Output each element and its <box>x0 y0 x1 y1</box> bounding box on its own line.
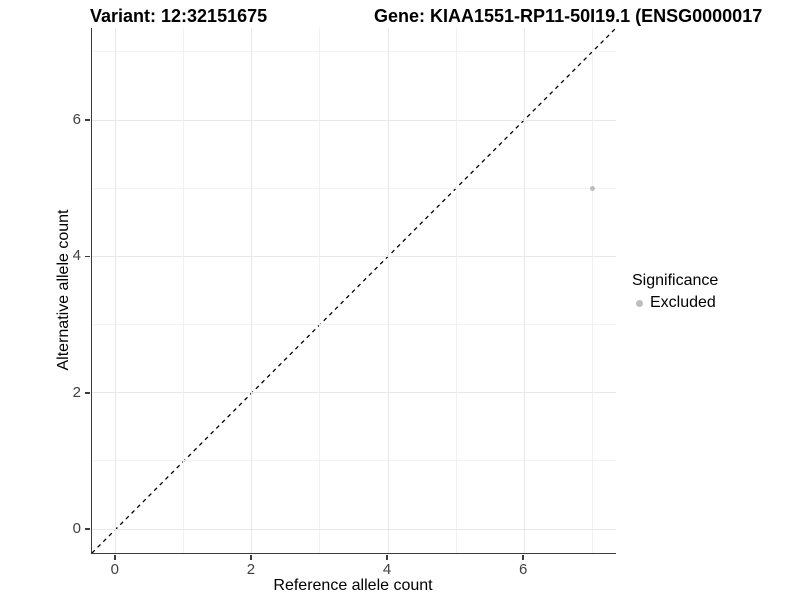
gridline-x-major <box>387 28 389 553</box>
x-tick-mark <box>386 554 388 560</box>
x-tick-label: 4 <box>382 561 392 578</box>
y-tick-mark <box>84 119 90 121</box>
gridline-x-minor <box>591 28 593 553</box>
y-axis-title: Alternative allele count <box>55 209 72 371</box>
gridline-y-major <box>92 528 616 530</box>
gridline-y-major <box>92 119 616 121</box>
gridline-y-minor <box>92 324 616 326</box>
legend-item-label: Excluded <box>650 294 716 311</box>
y-tick-label: 2 <box>72 383 81 401</box>
x-axis-title: Reference allele count <box>273 577 433 594</box>
gridline-y-minor <box>92 187 616 189</box>
gridline-y-minor <box>92 460 616 462</box>
plot-panel <box>91 27 617 554</box>
x-tick-label: 2 <box>246 561 256 578</box>
x-tick-mark <box>250 554 252 560</box>
y-tick-mark <box>84 528 90 530</box>
gene-title: Gene: KIAA1551-RP11-50I19.1 (ENSG0000017 <box>374 6 763 26</box>
legend-item: Excluded <box>632 294 718 312</box>
legend-key-dot <box>636 299 643 307</box>
legend: Significance Excluded <box>632 272 718 312</box>
legend-items: Excluded <box>632 294 718 312</box>
gridline-x-major <box>115 28 117 553</box>
variant-title: Variant: 12:32151675 <box>90 6 268 26</box>
gridline-x-minor <box>183 28 185 553</box>
gridline-y-major <box>92 392 616 394</box>
gridline-x-major <box>251 28 253 553</box>
gridline-y-minor <box>92 51 616 53</box>
x-tick-label: 0 <box>110 561 119 578</box>
identity-line <box>91 27 617 554</box>
gridline-x-minor <box>455 28 457 553</box>
y-tick-label: 0 <box>72 520 81 538</box>
legend-title: Significance <box>632 272 719 289</box>
y-tick-mark <box>84 392 90 394</box>
y-tick-label: 6 <box>72 111 81 129</box>
x-tick-mark <box>114 554 116 560</box>
x-tick-mark <box>522 554 524 560</box>
x-tick-label: 6 <box>518 561 528 578</box>
y-tick-label: 4 <box>72 247 81 265</box>
gridline-x-minor <box>319 28 321 553</box>
data-point <box>589 185 595 191</box>
gridline-y-major <box>92 255 616 257</box>
y-tick-mark <box>84 255 90 258</box>
gridline-x-major <box>523 28 525 553</box>
